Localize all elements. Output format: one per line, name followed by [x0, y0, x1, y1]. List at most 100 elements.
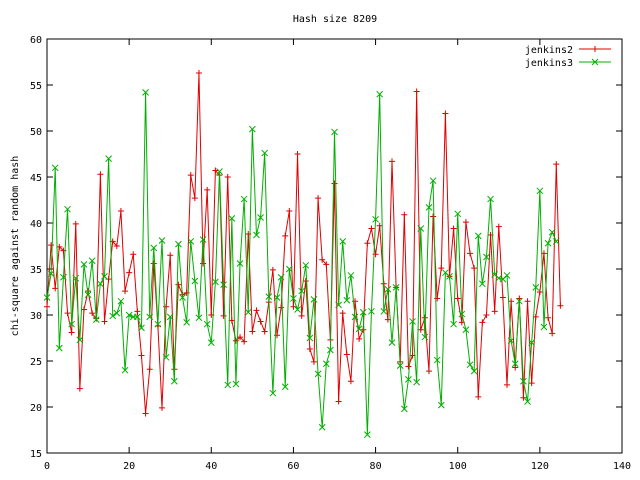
data-point: [134, 313, 141, 321]
data-point: [343, 351, 350, 358]
y-tick-label: 30: [30, 311, 42, 322]
data-point: [101, 273, 108, 280]
data-point: [466, 361, 474, 369]
data-point: [421, 314, 428, 321]
data-point: [76, 385, 83, 392]
data-point: [146, 366, 153, 373]
data-point: [401, 211, 408, 218]
data-point: [524, 298, 531, 305]
data-point: [121, 366, 129, 374]
data-point: [47, 270, 55, 277]
data-point: [405, 376, 412, 383]
data-point: [545, 314, 552, 321]
plot-frame: [46, 38, 623, 454]
series-jenkins2: [44, 70, 564, 417]
data-point: [187, 238, 195, 245]
data-point: [203, 320, 211, 328]
data-point: [43, 294, 51, 301]
data-point: [536, 187, 544, 195]
data-point: [548, 228, 556, 236]
data-point: [454, 210, 462, 218]
data-point: [306, 346, 313, 353]
data-point: [51, 164, 59, 172]
data-point: [310, 358, 317, 365]
data-point: [126, 269, 133, 276]
data-point: [315, 195, 322, 202]
data-point: [166, 313, 174, 321]
data-point: [117, 297, 125, 305]
data-point: [220, 312, 227, 319]
data-point: [520, 377, 527, 385]
data-point: [495, 223, 502, 230]
data-point: [183, 319, 190, 326]
data-point: [331, 128, 338, 136]
data-point: [109, 312, 117, 320]
x-tick-label: 20: [123, 461, 135, 472]
data-point: [113, 243, 120, 249]
x-tick-label: 140: [613, 461, 631, 472]
data-point: [319, 256, 326, 263]
data-point: [335, 301, 342, 309]
data-point: [507, 337, 515, 345]
data-point: [162, 353, 170, 361]
data-point: [257, 318, 264, 325]
chart-title: Hash size 8209: [293, 14, 377, 25]
data-point: [413, 88, 420, 95]
data-point: [195, 70, 202, 77]
data-point: [396, 362, 404, 369]
data-point: [323, 261, 330, 268]
data-point: [318, 423, 326, 431]
data-point: [60, 273, 67, 281]
data-point: [269, 266, 276, 273]
data-point: [232, 380, 240, 388]
data-point: [339, 238, 347, 245]
data-point: [212, 167, 219, 174]
data-point: [88, 257, 96, 265]
data-point: [212, 278, 219, 286]
data-point: [528, 339, 535, 346]
data-point: [48, 242, 55, 249]
data-point: [204, 186, 211, 193]
data-point: [150, 244, 158, 252]
data-point: [434, 295, 441, 302]
data-point: [495, 274, 503, 282]
data-point: [130, 251, 137, 258]
y-tick-label: 60: [30, 35, 42, 46]
data-point: [170, 377, 178, 385]
data-point: [249, 125, 256, 133]
data-point: [400, 405, 408, 413]
data-point: [179, 294, 186, 301]
data-point: [479, 280, 486, 288]
data-point: [364, 431, 371, 438]
data-point: [122, 288, 129, 295]
data-point: [302, 261, 310, 269]
y-tick-label: 50: [30, 127, 42, 138]
data-point: [228, 215, 236, 222]
data-point: [499, 294, 506, 301]
data-point: [351, 313, 359, 321]
data-point: [462, 326, 470, 334]
data-point: [52, 285, 59, 292]
data-point: [389, 158, 395, 165]
y-tick-label: 55: [30, 81, 42, 92]
data-point: [285, 265, 293, 273]
data-point: [479, 319, 486, 326]
data-point: [437, 401, 445, 409]
data-point: [175, 240, 182, 248]
y-tick-label: 20: [30, 403, 42, 414]
data-point: [253, 231, 260, 239]
data-point: [511, 360, 519, 368]
data-point: [483, 312, 490, 318]
data-point: [359, 308, 367, 316]
data-point: [72, 274, 80, 282]
data-point: [207, 339, 215, 346]
legend: jenkins2 jenkins3: [525, 45, 611, 69]
data-point: [138, 324, 145, 332]
data-point: [146, 313, 154, 321]
data-point: [105, 276, 112, 283]
data-point: [187, 172, 194, 179]
data-point: [158, 237, 166, 244]
x-tick-label: 40: [205, 461, 217, 472]
data-point: [68, 329, 75, 336]
data-point: [191, 195, 198, 202]
